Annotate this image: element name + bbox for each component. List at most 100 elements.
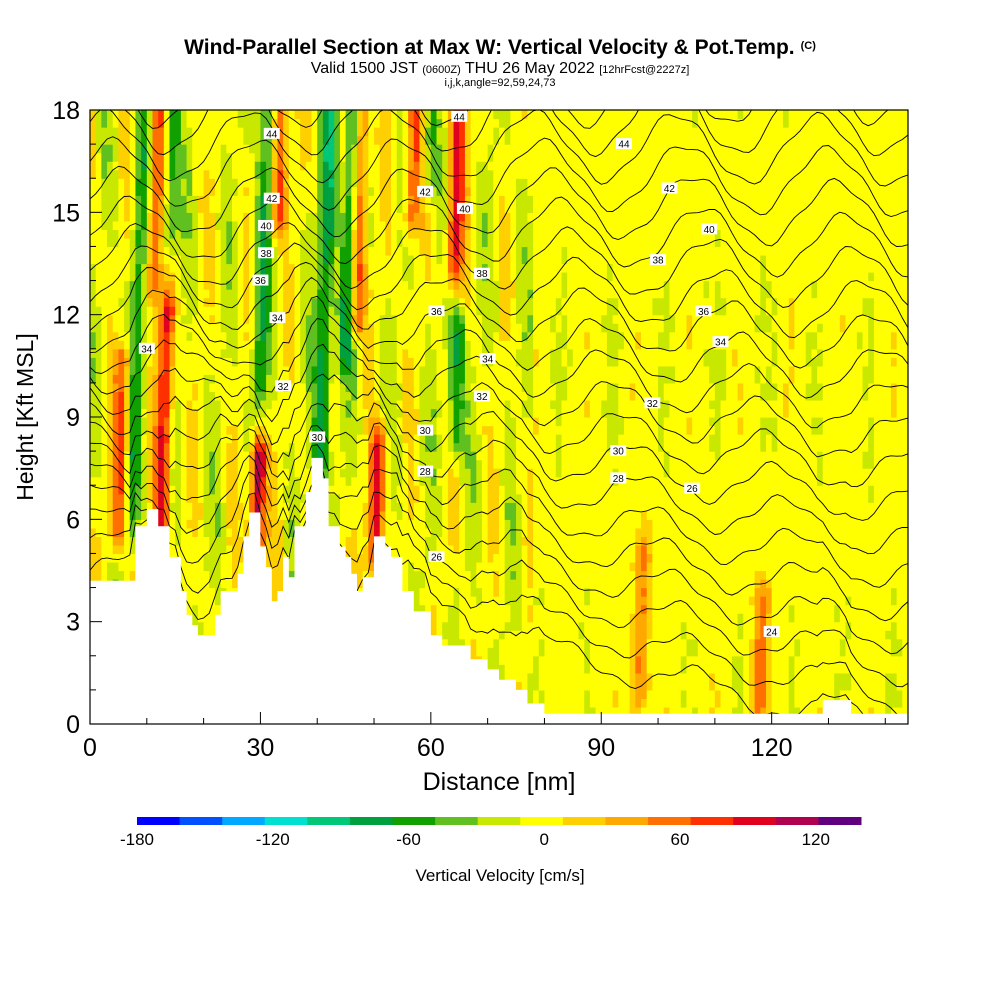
velocity-cell [141, 289, 148, 299]
velocity-cell [408, 237, 415, 248]
velocity-cell [442, 570, 449, 580]
velocity-cell [146, 502, 154, 512]
velocity-cell [476, 280, 483, 290]
velocity-cell [374, 468, 381, 478]
velocity-cell [226, 476, 233, 486]
velocity-cell [146, 144, 154, 154]
velocity-cell [209, 306, 216, 316]
velocity-cell [214, 340, 222, 350]
velocity-cell [402, 212, 409, 222]
velocity-cell [232, 399, 239, 410]
velocity-cell [101, 152, 108, 162]
velocity-cell [425, 297, 432, 307]
velocity-cell [294, 357, 301, 367]
velocity-cell [362, 340, 369, 350]
velocity-cell [163, 485, 171, 495]
velocity-cell [385, 280, 392, 290]
velocity-cell [203, 144, 210, 154]
velocity-cell [430, 229, 438, 239]
velocity-cell [351, 178, 358, 188]
velocity-cell [101, 570, 108, 580]
velocity-cell [396, 442, 404, 452]
velocity-cell [362, 434, 369, 444]
velocity-cell [209, 246, 216, 256]
velocity-cell [356, 314, 364, 324]
velocity-cell [413, 195, 421, 205]
velocity-cell [203, 451, 210, 461]
velocity-cell [442, 340, 449, 350]
velocity-cell [328, 186, 335, 196]
velocity-cell [90, 203, 97, 213]
velocity-cell [226, 425, 233, 435]
velocity-cell [101, 451, 108, 461]
velocity-cell [192, 596, 199, 606]
velocity-cell [351, 289, 358, 299]
velocity-cell [141, 357, 148, 367]
velocity-cell [322, 195, 330, 205]
velocity-cell [476, 630, 483, 640]
velocity-cell [232, 451, 239, 461]
velocity-cell [163, 229, 171, 239]
velocity-cell [442, 382, 449, 393]
velocity-cell [220, 195, 227, 205]
velocity-cell [254, 476, 262, 486]
velocity-cell [112, 203, 119, 213]
velocity-cell [476, 638, 483, 648]
velocity-cell [419, 289, 426, 299]
velocity-cell [197, 570, 205, 580]
velocity-cell [317, 272, 324, 282]
velocity-cell [266, 357, 273, 367]
velocity-cell [197, 485, 205, 495]
velocity-cell [129, 399, 137, 410]
velocity-cell [180, 476, 188, 486]
velocity-cell [396, 544, 404, 555]
velocity-cell [141, 314, 148, 324]
velocity-cell [368, 391, 375, 401]
velocity-cell [391, 399, 398, 410]
velocity-cell [459, 323, 466, 333]
velocity-cell [135, 331, 142, 341]
velocity-cell [163, 118, 171, 128]
velocity-cell [317, 220, 324, 230]
velocity-cell [226, 553, 233, 563]
velocity-cell [402, 272, 409, 282]
velocity-cell [260, 237, 267, 248]
velocity-cell [391, 340, 398, 350]
velocity-cell [294, 169, 301, 179]
velocity-cell [362, 297, 369, 307]
velocity-cell [453, 280, 460, 290]
velocity-cell [101, 118, 108, 128]
velocity-cell [317, 297, 324, 307]
velocity-cell [220, 579, 227, 589]
velocity-cell [214, 272, 222, 282]
velocity-cell [368, 519, 375, 529]
velocity-cell [436, 340, 443, 350]
velocity-cell [339, 161, 347, 171]
velocity-cell [220, 220, 227, 230]
velocity-cell [419, 220, 426, 230]
velocity-cell [385, 263, 392, 273]
velocity-cell [124, 306, 131, 316]
velocity-cell [141, 144, 148, 154]
velocity-cell [419, 493, 426, 503]
velocity-cell [362, 536, 369, 546]
velocity-cell [124, 246, 131, 256]
velocity-cell [243, 203, 250, 213]
velocity-cell [214, 186, 222, 196]
velocity-cell [322, 306, 330, 316]
velocity-cell [430, 399, 438, 410]
velocity-cell [95, 451, 102, 461]
velocity-cell [345, 135, 352, 145]
velocity-cell [214, 425, 222, 435]
velocity-cell [430, 561, 438, 572]
velocity-cell [391, 459, 398, 469]
velocity-cell [300, 237, 307, 248]
velocity-cell [277, 425, 284, 435]
velocity-cell [220, 544, 227, 555]
velocity-cell [266, 110, 273, 120]
velocity-cell [459, 570, 466, 580]
velocity-cell [476, 434, 483, 444]
velocity-cell [232, 510, 239, 520]
velocity-cell [192, 237, 199, 248]
velocity-cell [464, 485, 472, 495]
